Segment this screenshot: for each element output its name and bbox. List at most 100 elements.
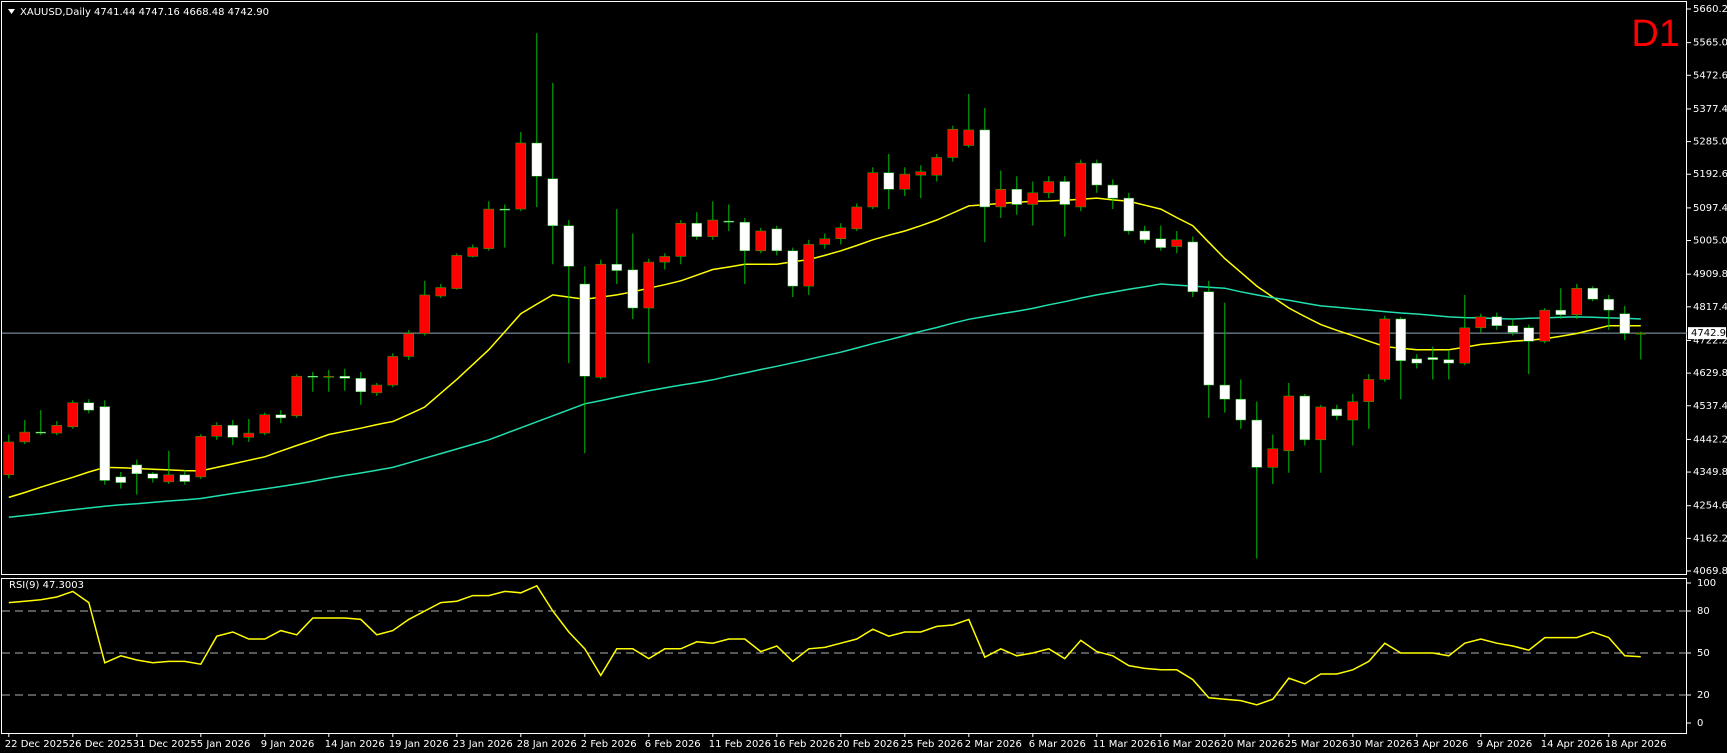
candle-body <box>67 402 79 428</box>
y-tick-label: 20 <box>1697 690 1710 701</box>
candle-body <box>1635 332 1647 335</box>
candle-body <box>1427 357 1439 360</box>
candle-body <box>931 157 943 176</box>
candle-body <box>1523 327 1535 342</box>
candle-body <box>547 178 559 226</box>
y-tick-label: 5192.60 <box>1693 169 1727 180</box>
y-tick-label: 5565.00 <box>1693 38 1727 49</box>
candle-body <box>1363 379 1375 402</box>
candle-body <box>387 356 399 386</box>
y-tick-label: 4254.60 <box>1693 501 1727 512</box>
candle-body <box>771 228 783 252</box>
candle-body <box>835 227 847 240</box>
candle-body <box>979 129 991 208</box>
candle-body <box>19 431 31 443</box>
candle-body <box>371 384 383 394</box>
y-tick-label: 4349.80 <box>1693 467 1727 478</box>
y-tick-label: 80 <box>1697 606 1710 617</box>
x-tick-label: 9 Jan 2026 <box>261 739 315 750</box>
x-tick-label: 5 Jan 2026 <box>197 739 251 750</box>
candle-body <box>1283 395 1295 452</box>
candle-body <box>499 208 511 211</box>
candle-body <box>563 225 575 267</box>
symbol-header: XAUUSD,Daily 4741.44 4747.16 4668.48 474… <box>20 7 269 18</box>
candle-body <box>1619 313 1631 334</box>
x-tick-label: 20 Feb 2026 <box>837 739 899 750</box>
candle-body <box>435 287 447 297</box>
y-tick-label: 4442.20 <box>1693 434 1727 445</box>
x-tick-label: 31 Dec 2025 <box>133 739 197 750</box>
x-tick-label: 26 Dec 2025 <box>69 739 133 750</box>
candle-body <box>1139 230 1151 241</box>
candle-body <box>675 222 687 257</box>
moving-average <box>8 197 1641 499</box>
candle-body <box>627 269 639 309</box>
candle-body <box>1379 318 1391 380</box>
y-tick-label: 4162.20 <box>1693 533 1727 544</box>
y-tick-label: 5377.40 <box>1693 104 1727 115</box>
candle-body <box>339 375 351 379</box>
candle-body <box>115 476 127 483</box>
y-tick-label: 5097.40 <box>1693 203 1727 214</box>
symbol-menu-arrow[interactable] <box>8 9 15 14</box>
candle-body <box>1235 398 1247 421</box>
candle-body <box>1171 239 1183 247</box>
y-tick-label: 5660.20 <box>1693 4 1727 15</box>
x-tick-label: 30 Mar 2026 <box>1349 739 1412 750</box>
y-tick-label: 4537.40 <box>1693 401 1727 412</box>
candle-body <box>1331 408 1343 417</box>
candle-body <box>211 425 223 437</box>
x-tick-label: 22 Dec 2025 <box>5 739 69 750</box>
y-tick-label: 0 <box>1697 718 1703 729</box>
candle-body <box>355 378 367 393</box>
candle-body <box>403 333 415 357</box>
candle-body <box>643 261 655 309</box>
candle-body <box>1443 359 1455 364</box>
candle-body <box>1347 401 1359 421</box>
y-tick-label: 5472.60 <box>1693 70 1727 81</box>
candle-body <box>1043 181 1055 194</box>
x-tick-label: 6 Feb 2026 <box>645 739 701 750</box>
candle-body <box>3 441 15 476</box>
candle-body <box>755 230 767 252</box>
candle-body <box>883 172 895 190</box>
x-tick-label: 2 Mar 2026 <box>965 739 1022 750</box>
candle-body <box>275 414 287 419</box>
candle-body <box>691 222 703 237</box>
x-tick-label: 16 Feb 2026 <box>773 739 835 750</box>
candle-body <box>1555 309 1567 315</box>
candle-body <box>995 189 1007 208</box>
candle-body <box>323 375 335 378</box>
price-label: 4742.90 <box>1691 328 1727 339</box>
candle-body <box>35 431 47 434</box>
candle-body <box>851 206 863 230</box>
candle-body <box>611 263 623 271</box>
candle-body <box>1299 395 1311 441</box>
candle-body <box>819 238 831 245</box>
x-tick-label: 18 Apr 2026 <box>1605 739 1667 750</box>
rsi-title: RSI(9) 47.3003 <box>9 580 84 591</box>
candle-body <box>1075 162 1087 208</box>
candle-body <box>867 172 879 208</box>
x-tick-label: 11 Feb 2026 <box>709 739 771 750</box>
candle-body <box>483 208 495 249</box>
candle-body <box>259 414 271 434</box>
timeframe-label: D1 <box>1631 13 1680 55</box>
price-label-box <box>1688 327 1726 340</box>
candle-body <box>1587 287 1599 300</box>
candle-body <box>1459 327 1471 364</box>
x-tick-label: 14 Apr 2026 <box>1541 739 1603 750</box>
candle-body <box>1411 358 1423 364</box>
candle-body <box>915 171 927 176</box>
candle-body <box>227 425 239 438</box>
x-tick-label: 23 Jan 2026 <box>453 739 513 750</box>
candle-body <box>131 464 143 475</box>
x-tick-label: 28 Jan 2026 <box>517 739 577 750</box>
candle-body <box>515 142 527 210</box>
candle-body <box>1491 316 1503 326</box>
candle-body <box>451 255 463 289</box>
candle-body <box>531 142 543 177</box>
candle-body <box>307 375 319 378</box>
x-tick-label: 11 Mar 2026 <box>1093 739 1156 750</box>
candle-body <box>147 473 159 479</box>
